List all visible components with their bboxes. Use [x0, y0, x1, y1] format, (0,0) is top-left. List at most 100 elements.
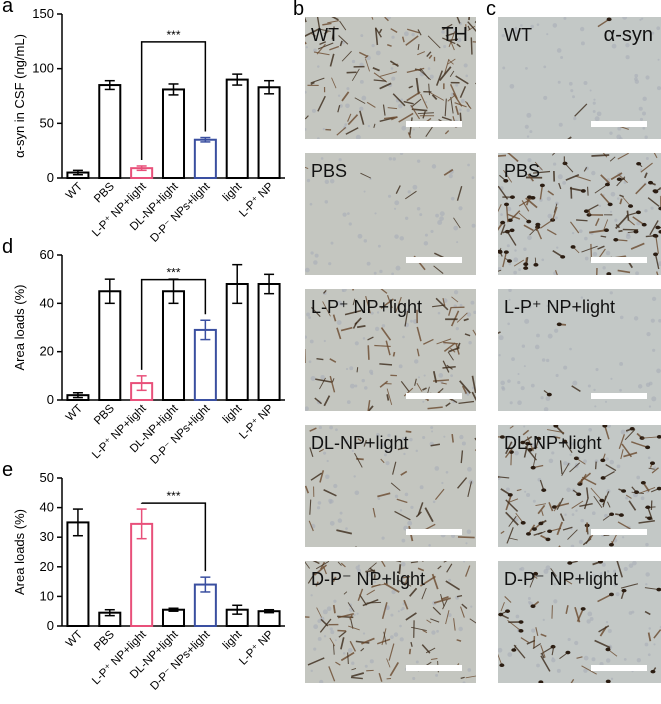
cell	[335, 428, 338, 432]
cell	[310, 594, 313, 597]
cell	[500, 213, 503, 216]
stain-fiber	[623, 451, 638, 458]
cell	[461, 441, 466, 446]
stain-fiber	[305, 17, 307, 23]
stain-cell	[628, 204, 634, 208]
stain-fiber	[463, 318, 469, 322]
stain-cell	[520, 440, 526, 445]
cell	[605, 457, 609, 461]
stain-fiber	[448, 307, 452, 316]
x-tick-label: PBS	[92, 402, 117, 427]
x-tick-label: L-P⁺ NP	[237, 180, 276, 219]
stain-fiber	[452, 92, 463, 107]
panel-letter: e	[2, 459, 13, 481]
stain-fiber	[647, 632, 652, 642]
stain-cell	[570, 245, 576, 249]
cell	[409, 437, 413, 442]
cell	[546, 33, 549, 36]
stain-fiber	[305, 28, 320, 37]
stain-fiber	[651, 467, 659, 474]
cell	[541, 358, 546, 362]
stain-fiber	[583, 167, 588, 172]
stain-cell	[602, 425, 608, 428]
stain-fiber	[432, 606, 442, 616]
scale-bar	[591, 393, 647, 399]
cell	[589, 89, 592, 92]
cell	[305, 267, 310, 273]
cell	[373, 271, 377, 275]
stain-fiber	[394, 510, 411, 521]
cell	[514, 517, 519, 522]
stain-fiber	[655, 235, 659, 254]
stain-fiber	[427, 35, 441, 49]
stain-fiber	[439, 66, 452, 82]
cell	[448, 578, 452, 582]
stain-marker: α-syn	[604, 24, 653, 46]
stain-fiber	[366, 589, 376, 596]
stain-fiber	[458, 400, 475, 405]
stain-fiber	[532, 643, 542, 650]
micrograph	[498, 289, 661, 411]
cell	[465, 542, 468, 545]
cell	[359, 106, 364, 111]
stain-cell	[500, 220, 506, 225]
scale-bar	[591, 257, 647, 263]
cell	[606, 570, 610, 573]
bar	[66, 521, 90, 628]
stain-fiber	[564, 578, 573, 585]
stain-fiber	[406, 28, 420, 34]
stain-fiber	[442, 23, 453, 31]
cell	[575, 509, 578, 512]
scale-bar	[406, 665, 462, 671]
stain-fiber	[597, 593, 612, 603]
stain-fiber	[415, 77, 420, 95]
stain-cell	[505, 609, 511, 613]
stain-cell	[523, 262, 529, 266]
stain-fiber	[316, 43, 326, 55]
stain-fiber	[526, 639, 536, 645]
cell	[645, 572, 650, 577]
stain-fiber	[366, 601, 382, 604]
cell	[553, 582, 556, 586]
stain-fiber	[432, 370, 438, 384]
cell	[450, 374, 454, 378]
cell	[566, 487, 571, 493]
stain-fiber	[344, 309, 362, 316]
cell	[324, 474, 330, 480]
stain-cell	[550, 644, 556, 649]
stain-fiber	[540, 655, 551, 672]
cell	[465, 74, 469, 78]
stain-fiber	[604, 425, 610, 440]
cell	[328, 262, 332, 266]
cell	[351, 449, 354, 453]
cell	[306, 178, 311, 183]
stain-fiber	[649, 220, 659, 236]
cell	[583, 668, 588, 673]
stain-fiber	[440, 596, 449, 600]
significance-bracket	[140, 41, 207, 160]
bar	[225, 78, 249, 179]
stain-fiber	[351, 68, 360, 82]
cell	[431, 164, 437, 169]
cell	[460, 99, 465, 103]
cell	[524, 124, 529, 129]
significance-label: ***	[166, 266, 180, 280]
stain-fiber	[532, 453, 537, 468]
cell	[639, 117, 644, 121]
cell	[310, 251, 314, 255]
cell	[532, 499, 536, 503]
cell	[308, 316, 311, 319]
stain-fiber	[420, 68, 430, 80]
panel-letter: c	[486, 0, 496, 20]
stain-cell	[616, 177, 622, 182]
cell	[359, 79, 364, 84]
cell	[397, 103, 403, 109]
cell	[501, 387, 506, 391]
stain-fiber	[447, 58, 456, 65]
stain-cell	[607, 202, 613, 207]
stain-fiber	[316, 357, 324, 361]
cell	[337, 518, 343, 523]
stain-fiber	[379, 71, 398, 77]
stain-fiber	[381, 561, 386, 568]
stain-fiber	[428, 91, 445, 101]
